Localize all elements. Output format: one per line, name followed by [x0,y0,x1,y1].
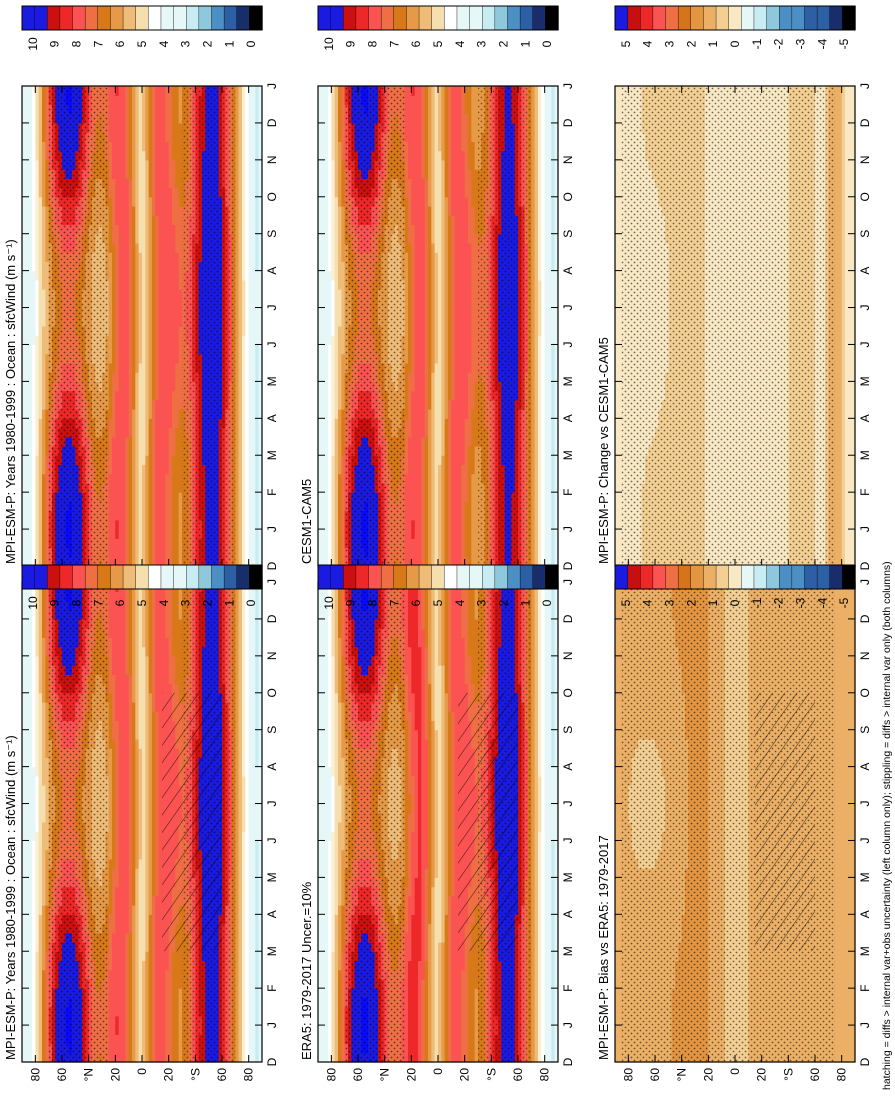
month-tick-label: A [265,267,279,275]
month-tick-label: J [265,83,279,89]
month-tick-label: J [265,526,279,532]
month-tick-label: O [265,192,279,201]
month-tick-label: S [265,230,279,238]
panel-title: MPI-ESM-P: Years 1980-1999 : Ocean : sfc… [3,239,18,564]
panel-2: 8060°N20020°S6080DJFMAMJJASONDJMPI-ESM-P… [3,83,279,585]
month-tick-label: N [265,156,279,165]
month-tick-label: D [265,561,279,570]
month-tick-label: D [265,118,279,127]
month-tick-label: J [265,305,279,311]
month-tick-label: F [265,488,279,495]
stippling [182,86,235,566]
stippling [49,86,109,566]
month-tick-label: M [265,450,279,460]
month-tick-label: A [265,414,279,422]
month-tick-label: J [265,341,279,347]
month-tick-label: M [265,376,279,386]
